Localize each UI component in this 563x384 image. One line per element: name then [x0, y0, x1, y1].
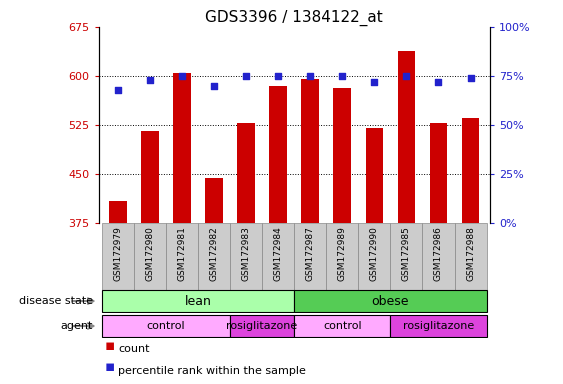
Bar [173, 73, 191, 223]
Text: GSM172990: GSM172990 [370, 226, 379, 281]
Text: count: count [118, 344, 150, 354]
Bar [198, 223, 230, 290]
Text: GSM172982: GSM172982 [209, 226, 218, 281]
Point [306, 73, 315, 79]
Bar [390, 315, 486, 337]
Point [209, 83, 218, 89]
Text: percentile rank within the sample: percentile rank within the sample [118, 366, 306, 376]
Bar [141, 131, 159, 223]
Bar [358, 223, 390, 290]
Text: obese: obese [372, 295, 409, 308]
Bar [462, 118, 479, 223]
Bar [166, 223, 198, 290]
Text: ▪: ▪ [104, 359, 114, 374]
Bar [326, 223, 358, 290]
Point [177, 73, 186, 79]
Text: GSM172981: GSM172981 [177, 226, 186, 281]
Text: GSM172980: GSM172980 [145, 226, 154, 281]
Bar [430, 123, 448, 223]
Text: control: control [146, 321, 185, 331]
Bar [294, 223, 326, 290]
Text: disease state: disease state [19, 296, 93, 306]
Bar [301, 79, 319, 223]
Text: GSM172983: GSM172983 [242, 226, 251, 281]
Point [402, 73, 411, 79]
Point [145, 77, 154, 83]
Bar [262, 223, 294, 290]
Bar [333, 88, 351, 223]
Bar [230, 315, 294, 337]
Text: agent: agent [60, 321, 93, 331]
Text: control: control [323, 321, 361, 331]
Point [434, 79, 443, 85]
Point [242, 73, 251, 79]
Bar [134, 223, 166, 290]
Point [274, 73, 283, 79]
Bar [294, 290, 486, 312]
Text: GSM172984: GSM172984 [274, 226, 283, 281]
Point [338, 73, 347, 79]
Text: GSM172989: GSM172989 [338, 226, 347, 281]
Bar [237, 123, 255, 223]
Bar [102, 223, 134, 290]
Bar [454, 223, 486, 290]
Bar [109, 201, 127, 223]
Text: ▪: ▪ [104, 338, 114, 353]
Bar [205, 178, 223, 223]
Text: lean: lean [185, 295, 211, 308]
Bar [365, 128, 383, 223]
Bar [422, 223, 454, 290]
Text: GSM172985: GSM172985 [402, 226, 411, 281]
Text: rosiglitazone: rosiglitazone [226, 321, 298, 331]
Bar [230, 223, 262, 290]
Text: rosiglitazone: rosiglitazone [403, 321, 474, 331]
Text: GSM172987: GSM172987 [306, 226, 315, 281]
Point [113, 86, 122, 93]
Bar [390, 223, 422, 290]
Point [370, 79, 379, 85]
Text: GSM172986: GSM172986 [434, 226, 443, 281]
Bar [102, 315, 230, 337]
Bar [397, 51, 415, 223]
Bar [269, 86, 287, 223]
Bar [102, 290, 294, 312]
Text: GSM172988: GSM172988 [466, 226, 475, 281]
Text: GSM172979: GSM172979 [113, 226, 122, 281]
Title: GDS3396 / 1384122_at: GDS3396 / 1384122_at [205, 9, 383, 25]
Bar [294, 315, 390, 337]
Point [466, 75, 475, 81]
